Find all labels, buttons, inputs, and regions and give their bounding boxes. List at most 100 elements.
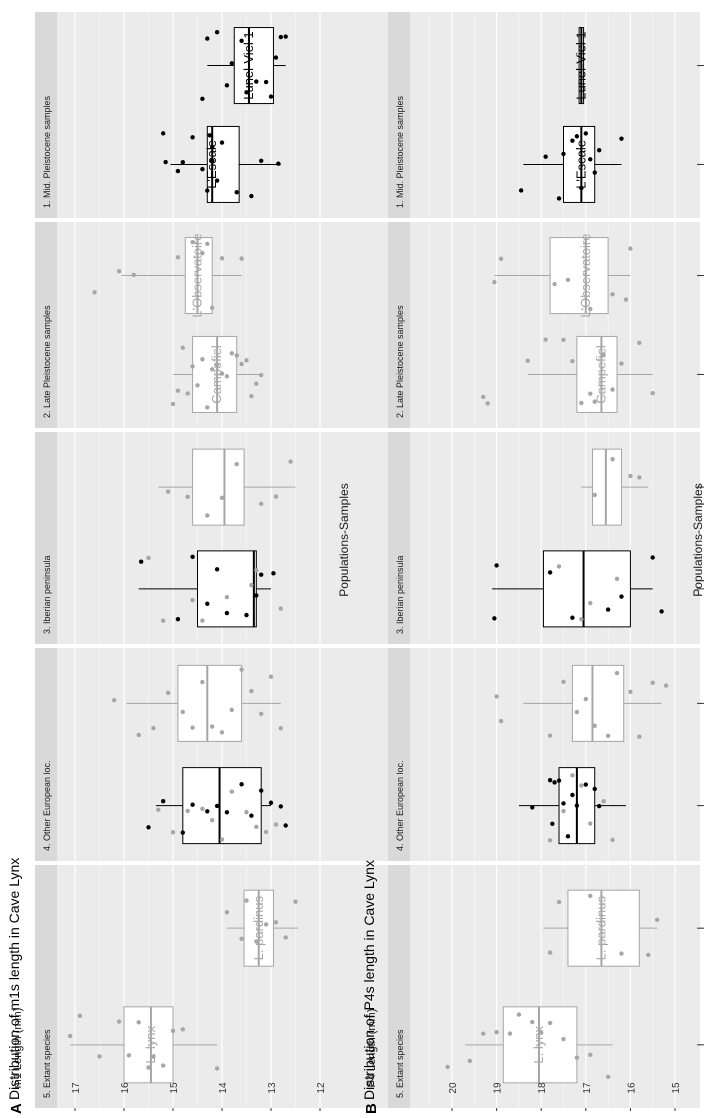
- y-tick-label: 19: [493, 1082, 504, 1094]
- data-point: [210, 144, 215, 150]
- data-point: [588, 893, 593, 899]
- data-point: [219, 730, 225, 735]
- data-point: [165, 690, 171, 696]
- data-point: [561, 337, 566, 342]
- data-point: [219, 495, 225, 501]
- data-point: [190, 725, 195, 730]
- data-point: [628, 689, 633, 695]
- data-point: [249, 688, 254, 694]
- data-point: [224, 910, 230, 915]
- data-point: [574, 709, 580, 715]
- data-point: [494, 694, 499, 699]
- data-point: [200, 618, 205, 623]
- group-label: Campefiel: [593, 345, 608, 404]
- data-point: [610, 292, 615, 297]
- data-point: [547, 733, 553, 738]
- data-point: [539, 1030, 544, 1035]
- facet-strip: [388, 432, 410, 644]
- data-point: [588, 157, 593, 162]
- data-point: [224, 374, 230, 379]
- data-point: [239, 361, 244, 367]
- data-point: [592, 723, 597, 728]
- data-point: [259, 372, 264, 378]
- data-point: [131, 272, 136, 278]
- data-point: [570, 138, 575, 143]
- data-point: [239, 38, 244, 44]
- group-label: Lunel-Viel 1: [241, 31, 256, 99]
- data-point: [283, 34, 288, 39]
- data-point: [268, 800, 274, 805]
- data-point: [180, 1027, 185, 1032]
- data-point: [219, 256, 225, 261]
- data-point: [481, 1031, 486, 1036]
- data-point: [628, 246, 633, 251]
- data-point: [200, 250, 205, 256]
- panel-letter: B: [363, 1103, 380, 1114]
- data-point: [574, 1055, 580, 1060]
- data-point: [229, 789, 234, 794]
- data-point: [650, 555, 655, 560]
- data-point: [570, 615, 575, 620]
- data-point: [165, 489, 171, 494]
- y-tick-label: 17: [582, 1082, 593, 1094]
- facet-strip-label: 3. Iberian peninsula: [42, 555, 52, 634]
- data-point: [494, 563, 499, 568]
- facet-strip: [388, 648, 410, 861]
- data-point: [588, 600, 593, 606]
- data-point: [112, 698, 117, 703]
- group-label: L. lynx: [531, 1026, 546, 1064]
- box: [591, 448, 622, 526]
- data-point: [278, 804, 283, 809]
- data-point: [219, 140, 225, 145]
- data-point: [610, 387, 615, 392]
- data-point: [596, 147, 602, 153]
- data-point: [219, 371, 225, 376]
- box: [182, 767, 262, 845]
- data-point: [249, 193, 254, 199]
- data-point: [185, 808, 190, 814]
- x-axis-label: Populations-Samples: [691, 483, 704, 596]
- data-point: [637, 340, 642, 346]
- group-label: L. pardinus: [593, 896, 608, 961]
- box: [576, 335, 618, 413]
- data-point: [224, 83, 230, 88]
- data-point: [195, 383, 200, 388]
- data-point: [263, 79, 269, 85]
- data-point: [156, 807, 161, 812]
- data-point: [210, 724, 215, 729]
- data-point: [556, 564, 562, 569]
- data-point: [146, 555, 151, 561]
- data-point: [67, 1033, 73, 1039]
- data-point: [588, 1052, 593, 1058]
- data-point: [205, 241, 210, 247]
- data-point: [200, 357, 205, 362]
- data-point: [239, 782, 244, 787]
- facet-strip: [388, 865, 410, 1108]
- data-point: [239, 667, 244, 672]
- data-point: [146, 1065, 151, 1070]
- data-point: [136, 732, 141, 738]
- group-label: L'Observatoire: [578, 233, 593, 317]
- data-point: [77, 1013, 83, 1019]
- data-point: [592, 170, 597, 175]
- box: [563, 125, 596, 203]
- data-point: [200, 679, 205, 685]
- data-point: [481, 394, 486, 400]
- data-point: [219, 837, 225, 842]
- data-point: [175, 388, 181, 393]
- data-point: [619, 951, 624, 956]
- data-point: [605, 1074, 611, 1079]
- data-point: [210, 818, 215, 823]
- data-point: [205, 601, 210, 606]
- data-point: [185, 494, 190, 499]
- data-point: [550, 821, 555, 826]
- data-point: [492, 616, 497, 621]
- data-point: [492, 279, 497, 285]
- y-axis-label: m1 Length (mm): [12, 1008, 24, 1089]
- data-point: [214, 178, 220, 183]
- data-point: [605, 607, 611, 612]
- data-point: [161, 1063, 166, 1068]
- data-point: [650, 391, 655, 396]
- data-point: [175, 168, 181, 174]
- data-point: [244, 358, 249, 363]
